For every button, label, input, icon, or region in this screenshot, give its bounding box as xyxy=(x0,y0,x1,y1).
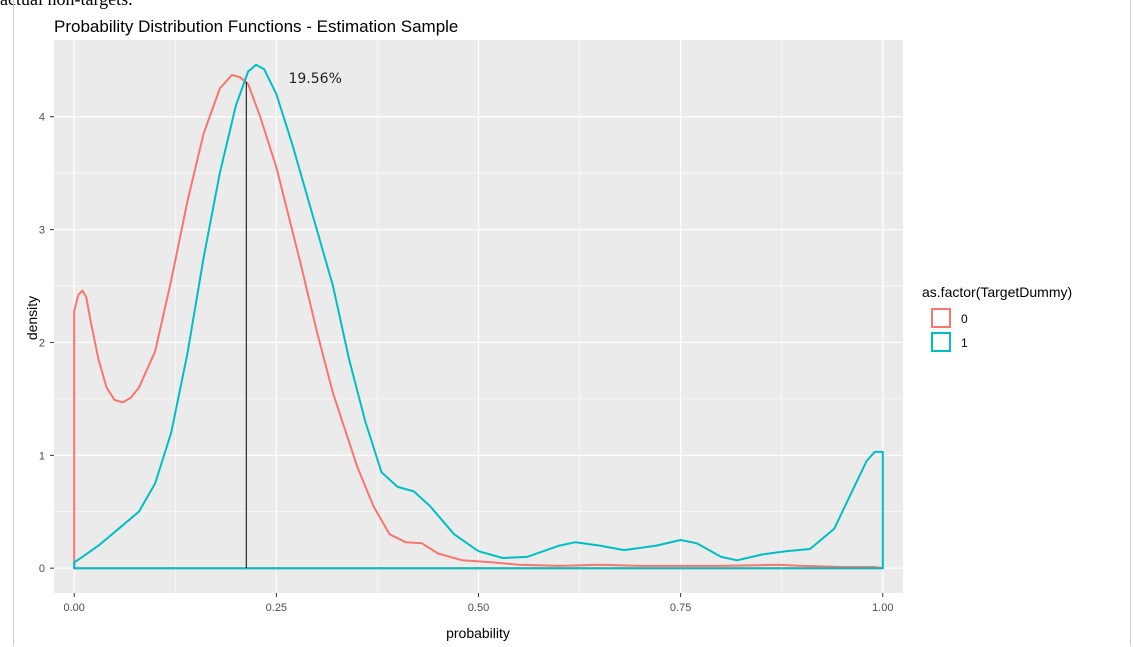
x-axis-title: probability xyxy=(446,625,510,641)
x-tick-label: 0.25 xyxy=(266,602,287,614)
x-tick-label: 0.50 xyxy=(468,602,489,614)
y-axis-title: density xyxy=(24,296,40,340)
x-tick-label: 0.75 xyxy=(670,602,691,614)
density-line-series-0 xyxy=(73,74,884,570)
density-line-series-1 xyxy=(73,63,884,570)
density-series xyxy=(73,63,884,570)
legend-key-1 xyxy=(931,332,951,352)
x-axis-ticks: 0.00 0.25 0.50 0.75 1.00 xyxy=(64,593,893,614)
y-tick-label: 0 xyxy=(39,563,45,575)
y-axis-ticks: 0 1 2 3 4 xyxy=(39,112,54,575)
legend: as.factor(TargetDummy) 0 1 xyxy=(922,284,1072,352)
chart-title: Probability Distribution Functions - Est… xyxy=(54,17,458,36)
y-tick-label: 1 xyxy=(39,450,45,462)
x-tick-label: 0.00 xyxy=(64,602,85,614)
x-tick-label: 1.00 xyxy=(872,602,893,614)
legend-title: as.factor(TargetDummy) xyxy=(922,284,1072,300)
y-tick-label: 2 xyxy=(39,337,45,349)
y-tick-label: 3 xyxy=(39,225,45,237)
threshold-annotation: 19.56% xyxy=(288,71,341,87)
legend-label-1: 1 xyxy=(961,336,968,350)
plot-frame xyxy=(13,0,1131,646)
y-tick-label: 4 xyxy=(39,112,45,124)
page-caption-fragment: actual non-targets. xyxy=(0,0,133,10)
legend-key-0 xyxy=(931,308,951,328)
legend-label-0: 0 xyxy=(961,312,968,326)
